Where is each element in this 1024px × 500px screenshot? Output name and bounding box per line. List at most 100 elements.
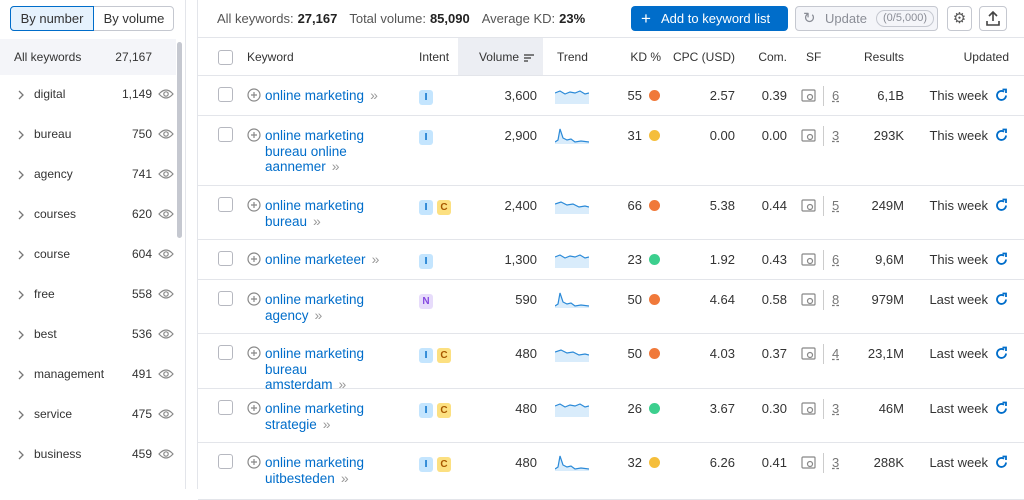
keyword: online marketing bureau online aannemer» <box>265 128 387 175</box>
group-row[interactable]: digital 1,149 <box>0 80 176 108</box>
settings-button[interactable]: ⚙ <box>947 6 972 31</box>
count: 27,167 <box>115 50 152 64</box>
sf-divider <box>823 399 824 419</box>
chevrons[interactable]: » <box>371 251 380 267</box>
checkbox[interactable] <box>218 251 233 266</box>
keyword: online marketeer » <box>265 251 387 268</box>
scrollbar[interactable] <box>177 42 182 238</box>
refresh-icon-svg <box>996 455 1007 468</box>
intent-badge: I <box>419 348 433 363</box>
keyword-link[interactable]: online marketing agency <box>265 292 365 323</box>
intent-badge: I <box>419 130 433 145</box>
column-header[interactable]: SF <box>806 50 822 64</box>
group-row[interactable]: bureau 750 <box>0 120 176 148</box>
chevrons[interactable]: » <box>314 306 323 323</box>
sf-count[interactable]: 8 <box>832 292 840 307</box>
group-row[interactable]: business 459 <box>0 440 176 468</box>
chevrons[interactable]: » <box>370 87 378 103</box>
chevron <box>17 289 25 303</box>
add-icon <box>247 198 261 215</box>
updated: This week <box>929 198 988 213</box>
keyword-link[interactable]: online marketing <box>265 88 365 103</box>
sf-count[interactable]: 3 <box>832 455 840 470</box>
competition: 0.39 <box>761 88 787 103</box>
tab[interactable]: By volume <box>103 11 165 26</box>
competition: 0.41 <box>761 455 787 470</box>
add-icon-svg <box>247 346 261 360</box>
serp-icon <box>801 253 817 270</box>
group-row[interactable]: best 536 <box>0 320 176 348</box>
checkbox[interactable] <box>218 454 233 469</box>
keyword-link[interactable]: online marketing bureau <box>265 198 365 229</box>
add-button[interactable]: + Add to keyword list <box>631 6 788 31</box>
chevrons[interactable]: » <box>313 212 321 229</box>
serp-icon-svg <box>801 347 816 360</box>
group-row[interactable]: free 558 <box>0 280 176 308</box>
count: 475 <box>131 407 152 421</box>
column-header[interactable]: CPC (USD) <box>673 50 735 64</box>
checkbox[interactable] <box>218 400 233 415</box>
keyword-link[interactable]: online marketing bureau online aannemer <box>265 128 365 174</box>
group-row[interactable]: course 604 <box>0 240 176 268</box>
eye-icon <box>158 208 174 223</box>
serp-icon-svg <box>801 89 816 102</box>
sf-count[interactable]: 4 <box>832 346 840 361</box>
update-button[interactable]: ↻ Update (0/5,000) <box>795 6 938 31</box>
tab[interactable]: By number <box>10 6 94 31</box>
chevrons[interactable]: » <box>338 376 347 392</box>
keyword-link[interactable]: online marketing strategie <box>265 401 365 432</box>
all-keywords-row[interactable]: All keywords 27,167 <box>0 39 176 75</box>
checkbox[interactable] <box>218 127 233 142</box>
column-header[interactable]: Com. <box>758 50 787 64</box>
intent-badge: N <box>419 294 433 309</box>
column-header[interactable]: Keyword <box>247 50 294 64</box>
checkbox[interactable] <box>218 87 233 102</box>
group-row[interactable]: management 491 <box>0 360 176 388</box>
sf-count[interactable]: 3 <box>832 128 840 143</box>
chevrons[interactable]: » <box>331 158 340 174</box>
group-row[interactable]: courses 620 <box>0 200 176 228</box>
count: 491 <box>131 367 152 381</box>
chevrons[interactable]: » <box>322 415 331 432</box>
column-header[interactable]: Updated <box>963 50 1009 64</box>
chevron-svg <box>18 290 24 300</box>
intent-badge: I <box>419 254 433 269</box>
checkbox[interactable] <box>218 291 233 306</box>
kd-dot <box>649 254 660 265</box>
sf-count[interactable]: 6 <box>832 252 840 267</box>
eye-icon <box>158 328 174 343</box>
refresh-icon <box>994 346 1009 364</box>
column-header[interactable]: KD % <box>630 50 661 64</box>
table-row: online marketing bureau online aannemer»… <box>198 116 1024 186</box>
checkbox[interactable] <box>218 345 233 360</box>
refresh-icon-svg <box>996 198 1007 211</box>
tab-group: By number By volume <box>10 6 174 31</box>
refresh-icon-svg <box>996 88 1007 101</box>
checkbox[interactable] <box>218 50 233 65</box>
eye-icon-svg <box>158 329 174 339</box>
kd-dot <box>649 403 660 414</box>
group-row[interactable]: agency 741 <box>0 160 176 188</box>
results: 293K <box>873 128 904 143</box>
sf-count[interactable]: 3 <box>832 401 840 416</box>
group-row[interactable]: service 475 <box>0 400 176 428</box>
checkbox[interactable] <box>218 197 233 212</box>
sf-count[interactable]: 6 <box>832 88 840 103</box>
column-header[interactable]: Trend <box>557 50 588 64</box>
add-icon-svg <box>247 128 261 142</box>
export-button[interactable] <box>979 6 1007 31</box>
chevrons[interactable]: » <box>340 469 349 486</box>
column-header[interactable]: Volume <box>478 50 519 64</box>
column-header[interactable]: Intent <box>419 50 450 64</box>
keyword: online marketing » <box>265 87 387 104</box>
intent-badge: C <box>437 348 451 363</box>
keyword-link[interactable]: online marketeer <box>265 252 366 267</box>
sf-count[interactable]: 5 <box>832 198 840 213</box>
keyword-link[interactable]: online marketing uitbesteden <box>265 455 365 486</box>
keyword-link[interactable]: online marketing bureau amsterdam <box>265 346 365 392</box>
volume: 590 <box>515 292 537 307</box>
column-header[interactable]: Results <box>863 50 904 64</box>
competition: 0.43 <box>761 252 787 267</box>
volume: 480 <box>515 346 537 361</box>
